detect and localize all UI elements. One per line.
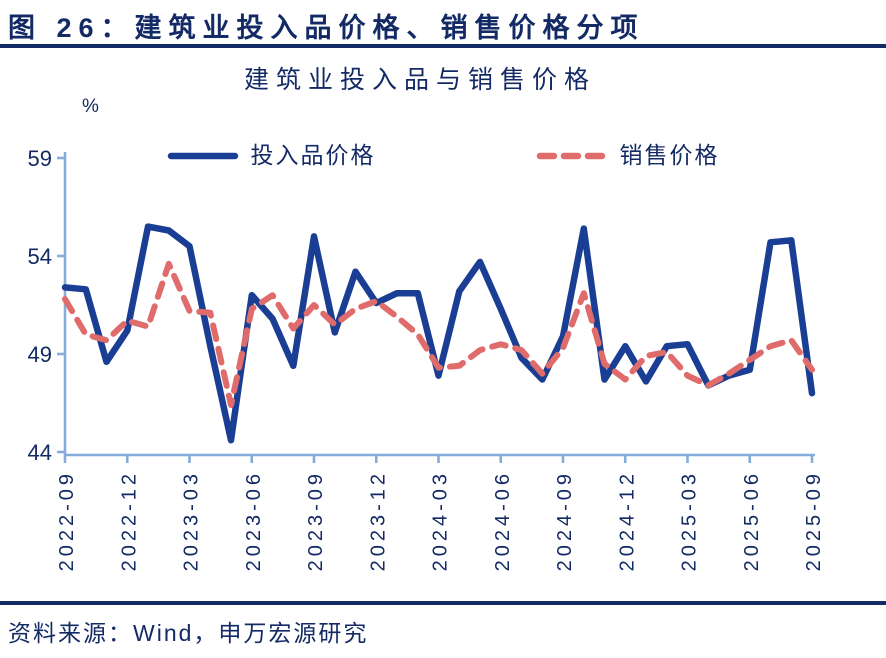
x-tick-label: 2022-09 xyxy=(56,470,78,571)
x-tick-label: 2025-09 xyxy=(803,470,825,571)
chart-title: 建筑业投入品与销售价格 xyxy=(243,66,596,94)
x-tick-label: 2022-12 xyxy=(118,470,140,571)
y-tick-label: 54 xyxy=(28,244,52,269)
y-tick-label: 49 xyxy=(28,342,52,367)
header-divider xyxy=(0,44,886,48)
sales-price-line-swatch xyxy=(536,148,608,160)
x-tick-label: 2025-06 xyxy=(741,470,763,571)
input-price-line xyxy=(61,223,816,444)
chart-legend: 投入品价格 销售价格 xyxy=(0,136,886,170)
sales-price-line xyxy=(62,260,815,408)
x-tick-label: 2023-09 xyxy=(305,470,327,571)
x-tick-label: 2023-06 xyxy=(243,470,265,571)
x-tick-label: 2024-06 xyxy=(492,470,514,571)
x-tick-label: 2024-09 xyxy=(554,470,576,571)
x-tick-label: 2023-03 xyxy=(181,470,203,571)
y-axis-ticks: 44 49 54 59 xyxy=(28,146,65,465)
y-tick-label: 44 xyxy=(28,440,52,465)
y-tick-label: 59 xyxy=(28,146,52,171)
x-tick-label: 2025-03 xyxy=(679,470,701,571)
axes xyxy=(63,152,815,457)
figure-title: 图 26：建筑业投入品价格、销售价格分项 xyxy=(8,13,645,43)
x-tick-label: 2023-12 xyxy=(367,470,389,571)
legend-item-sales-price: 销售价格 xyxy=(536,136,720,170)
footer-divider xyxy=(0,601,886,605)
legend-label-sales-price: 销售价格 xyxy=(619,142,720,168)
x-tick-label: 2024-12 xyxy=(616,470,638,571)
x-tick-label: 2024-03 xyxy=(430,470,452,571)
axis-lines xyxy=(63,152,815,457)
y-axis-unit-label: % xyxy=(82,96,99,117)
data-source: 资料来源：Wind，申万宏源研究 xyxy=(8,620,369,646)
input-price-line-swatch xyxy=(167,148,239,160)
legend-item-input-price: 投入品价格 xyxy=(167,136,376,170)
legend-label-input-price: 投入品价格 xyxy=(250,142,376,168)
x-axis-ticks: 2022-09 2022-12 2023-03 2023-06 2023-09 2023-… xyxy=(56,455,825,571)
